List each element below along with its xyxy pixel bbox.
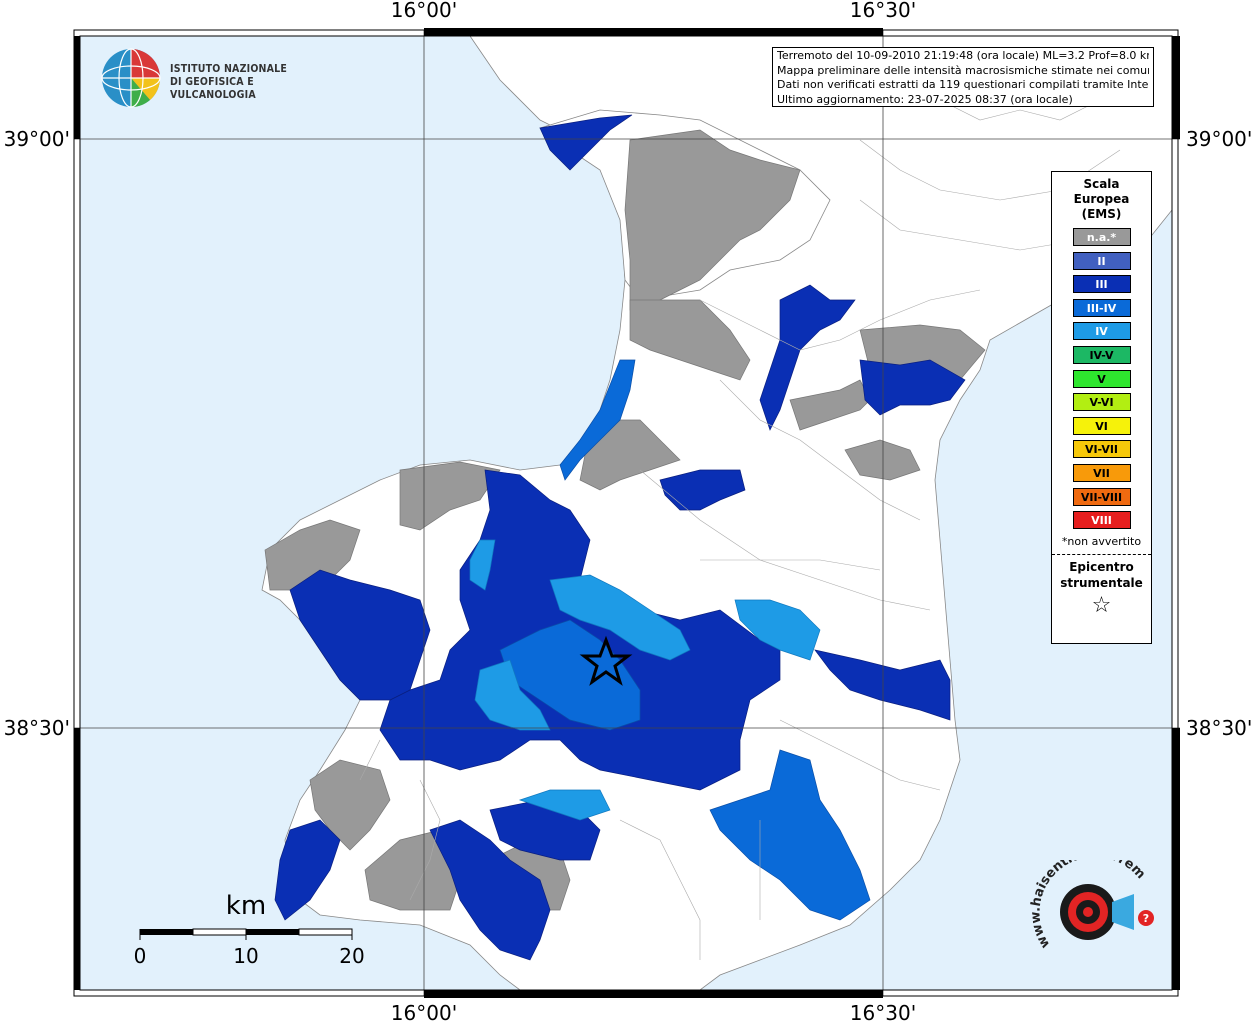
map-frame bbox=[73, 28, 1180, 998]
scalebar-tick-20: 20 bbox=[339, 944, 364, 968]
ems-legend: Scala Europea (EMS) n.a.* II III III-IV IV IV… bbox=[1051, 171, 1152, 644]
legend-item: V-VI bbox=[1072, 393, 1131, 412]
legend-item: II bbox=[1072, 251, 1131, 270]
legend-title-line: Europea bbox=[1073, 192, 1130, 206]
info-line1: Terremoto del 10-09-2010 21:19:48 (ora l… bbox=[777, 49, 1149, 62]
event-info-box: Terremoto del 10-09-2010 21:19:48 (ora l… bbox=[772, 47, 1154, 107]
legend-item: VI bbox=[1072, 416, 1131, 435]
legend-item: III bbox=[1072, 275, 1131, 294]
lat-label-left-bottom: 38°30' bbox=[4, 716, 70, 740]
ingv-globe-icon bbox=[101, 48, 161, 108]
legend-item: IV bbox=[1072, 322, 1131, 341]
legend-title: Scala Europea (EMS) bbox=[1052, 177, 1151, 222]
lon-label-bottom-right: 16°30' bbox=[850, 1001, 916, 1024]
lon-label-top-left: 16°00' bbox=[391, 0, 457, 22]
info-line2: Mappa preliminare delle intensità macros… bbox=[777, 63, 1149, 77]
legend-item: III-IV bbox=[1072, 298, 1131, 317]
hsit-logo-icon: ? www.haisentitoilterremoto.it bbox=[1026, 846, 1154, 951]
scalebar-unit: km bbox=[226, 891, 266, 921]
iii-iv-regions bbox=[499, 359, 871, 921]
lon-label-bottom-left: 16°00' bbox=[391, 1001, 457, 1024]
info-line4: Ultimo aggiornamento: 23-07-2025 08:37 (… bbox=[777, 92, 1073, 106]
ingv-logo: ISTITUTO NAZIONALE DI GEOFISICA E VULCAN… bbox=[100, 47, 320, 109]
legend-epicenter-line: strumentale bbox=[1060, 576, 1143, 591]
legend-title-line: Scala bbox=[1083, 177, 1120, 191]
institute-line1: ISTITUTO NAZIONALE bbox=[170, 63, 288, 75]
legend-epicenter-line: Epicentro bbox=[1069, 560, 1134, 575]
epicenter-star-icon[interactable] bbox=[579, 635, 633, 686]
legend-item: VI-VII bbox=[1072, 440, 1131, 459]
lat-label-right-bottom: 38°30' bbox=[1186, 716, 1252, 740]
scalebar-tick-10: 10 bbox=[233, 944, 258, 968]
legend-item: V bbox=[1072, 369, 1131, 388]
lat-label-left-top: 39°00' bbox=[4, 127, 70, 151]
institute-line2: DI GEOFISICA E VULCANOLOGIA bbox=[170, 76, 256, 101]
info-line3: Dati non verificati estratti da 119 ques… bbox=[777, 78, 1149, 91]
lon-label-top-right: 16°30' bbox=[850, 0, 916, 22]
hsit-logo[interactable]: ? www.haisentitoilterremoto.it bbox=[1026, 846, 1170, 980]
iv-regions bbox=[469, 539, 821, 821]
legend-item: VII bbox=[1072, 463, 1131, 482]
svg-text:?: ? bbox=[1143, 912, 1149, 925]
legend-items: n.a.* II III III-IV IV IV-V V V-VI VI VI-VII VII VI… bbox=[1052, 228, 1151, 530]
lat-label-right-top: 39°00' bbox=[1186, 127, 1252, 151]
legend-separator bbox=[1052, 554, 1151, 556]
legend-item: VIII bbox=[1072, 511, 1131, 530]
graticule bbox=[74, 30, 1180, 996]
legend-item: n.a.* bbox=[1072, 228, 1131, 246]
legend-item: VII-VIII bbox=[1072, 487, 1131, 506]
scalebar-tick-0: 0 bbox=[134, 944, 147, 968]
scalebar bbox=[139, 928, 353, 940]
legend-note: *non avvertito bbox=[1061, 535, 1142, 549]
legend-star-icon: ☆ bbox=[1091, 593, 1112, 619]
legend-item: IV-V bbox=[1072, 345, 1131, 364]
legend-title-line: (EMS) bbox=[1081, 207, 1122, 221]
legend-epicenter-label: Epicentro strumentale bbox=[1052, 559, 1151, 591]
